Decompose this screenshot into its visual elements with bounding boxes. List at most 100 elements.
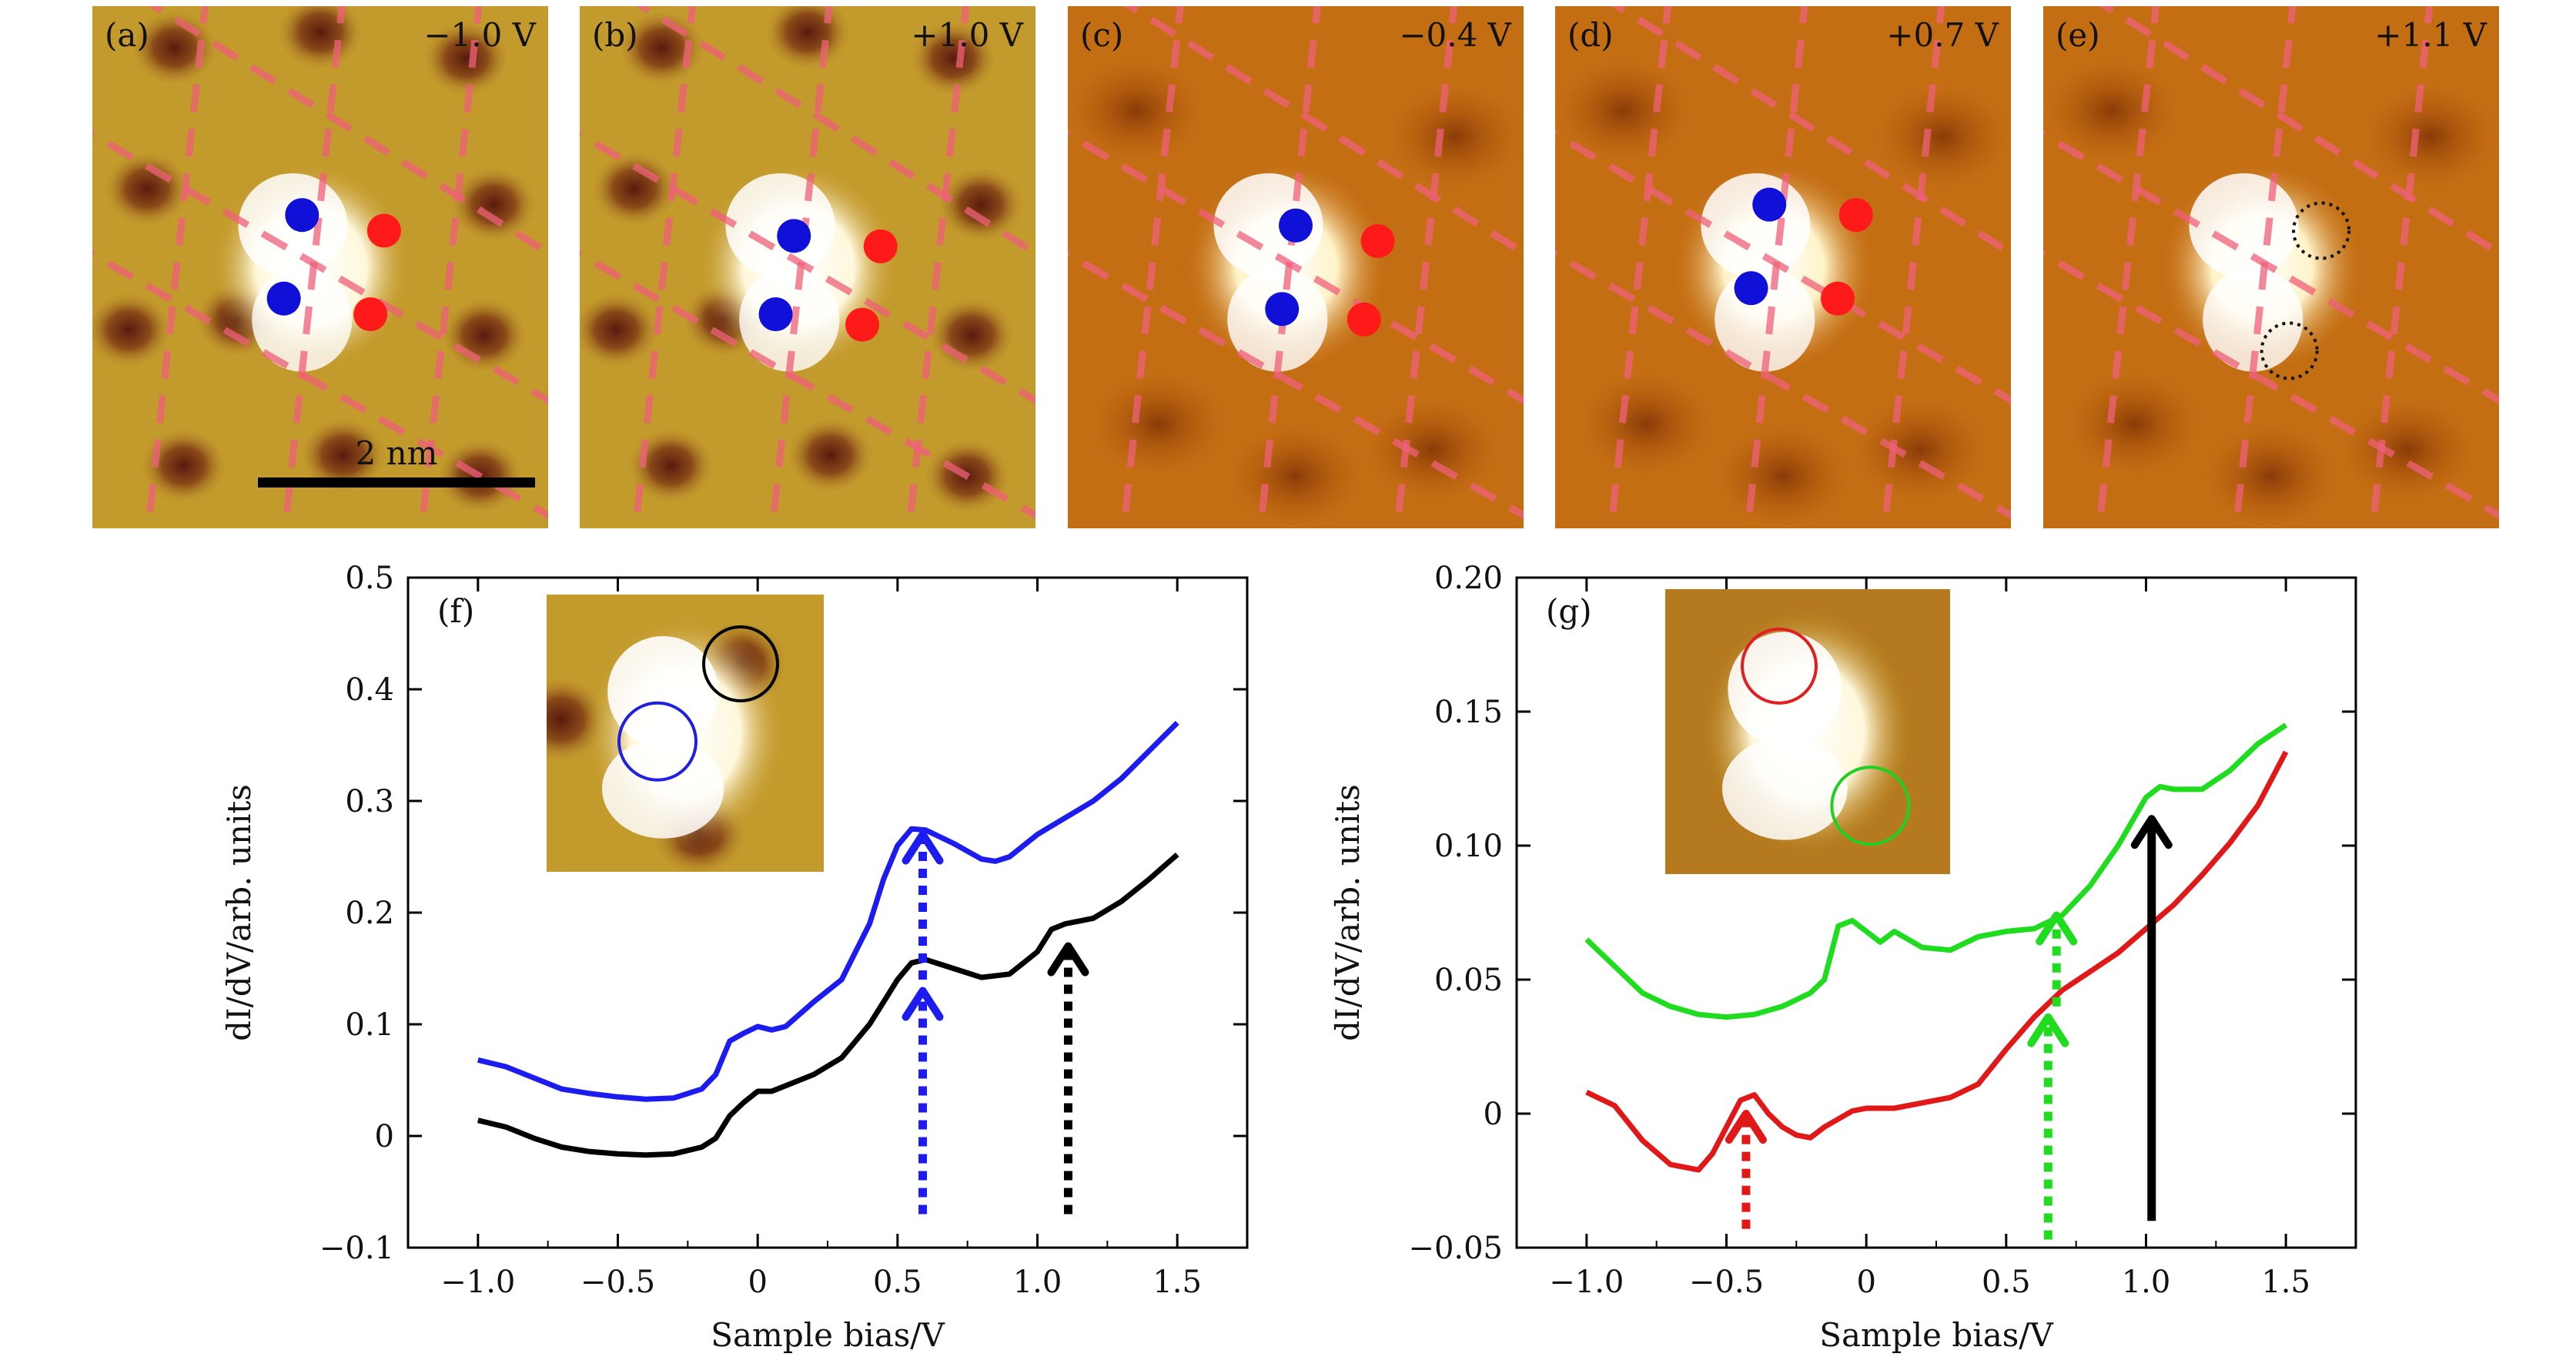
x-axis-label: Sample bias/V [711,1316,945,1354]
red-site-marker [1360,224,1395,259]
stm-texture [1555,56,1693,165]
red-site-marker [1838,198,1873,233]
bias-label: +0.7 V [1886,16,1999,54]
y-axis-label: dI/dV/arb. units [220,784,258,1041]
panel-label: (e) [2056,16,2100,54]
adsorbate-core [2203,267,2303,372]
lattice-line [2043,250,2499,520]
lattice-line [1068,130,1524,404]
y-tick-label: 0.1 [345,1007,394,1043]
red-site-marker [366,213,401,248]
x-tick-label: −1.0 [1549,1265,1624,1300]
inset-blob-core [1722,737,1848,840]
adsorbate-core [2189,173,2299,278]
annotation-arrow-head [2027,1013,2069,1047]
inset-circle-red [1741,627,1818,705]
lattice-line [1119,6,1185,528]
blue-site-marker [758,297,793,332]
x-tick-label: 0.5 [1982,1265,2031,1300]
y-tick-label: −0.1 [319,1231,394,1266]
bias-label: −1.0 V [423,16,536,54]
annotation-arrow-head [1725,1110,1767,1144]
x-axis-label: Sample bias/V [1819,1316,2053,1354]
x-tick-label: 0 [1856,1265,1875,1300]
stm-texture [2361,82,2499,191]
stm-panel-4: (d) +0.7 V [1555,6,2011,528]
scale-bar-label: 2 nm [356,434,438,472]
lattice-line [1611,6,2011,257]
lattice-line [1555,250,2011,520]
y-axis-label: dI/dV/arb. units [1329,784,1367,1041]
red-site-marker [1347,302,1381,337]
stm-texture [1386,82,1524,191]
chart-g: −1.0 −0.5 0 0.5 1.0 1.5 −0.05 0 0.05 0.10 0.15 0.20… [1329,561,2357,1354]
adsorbate-core [1701,173,1811,278]
stm-texture [2202,422,2340,528]
stm-pit [592,152,677,226]
inset-blob-core [607,636,719,747]
x-tick-label: 1.5 [1153,1265,1202,1300]
series-line-2 [477,852,1179,1158]
x-tick-label: 1.0 [2122,1265,2171,1300]
lattice-line [2099,6,2499,257]
stm-pit [105,152,190,226]
x-tick-label: −0.5 [1689,1265,1764,1300]
stm-panel-3: (c) −0.4 V [1068,6,1524,528]
stm-texture [1363,396,1502,504]
red-site-marker [863,229,898,263]
inset-stm-image [547,595,824,872]
stm-pit [911,21,996,95]
inset-circle-blue [617,701,698,782]
stm-pit [938,167,1023,242]
dotted-site-marker [2260,321,2319,380]
x-tick-label: 1.0 [1013,1265,1062,1300]
stm-texture [1089,370,1229,478]
y-tick-label: 0 [375,1119,394,1154]
lattice-line [2043,130,2499,404]
red-site-marker [353,297,388,332]
stm-panel-1: (a) −1.0 V 2 nm [92,6,548,528]
blue-site-marker [1734,271,1768,306]
blue-site-marker [777,219,811,253]
stm-pit [141,428,226,503]
panel-label: (b) [592,16,638,54]
lattice-line [2095,6,2160,528]
lattice-line [580,130,1035,404]
stm-pit [442,298,527,373]
y-tick-label: 0.4 [345,672,394,708]
y-tick-label: −0.05 [1408,1231,1503,1266]
lattice-line [1555,130,2011,404]
blue-site-marker [266,281,301,316]
chart-panel-label: (g) [1546,592,1592,630]
lattice-line [144,6,209,528]
blue-site-marker [1265,292,1300,327]
inset-circle-green [1830,766,1911,846]
x-tick-label: −0.5 [580,1265,655,1300]
red-site-marker [845,307,880,342]
annotation-arrow-head [902,987,944,1021]
y-tick-label: 0.15 [1434,695,1503,730]
lattice-line [92,250,548,520]
annotation-arrow-head [902,830,944,865]
inset-circle-black [702,625,779,702]
red-site-marker [1821,281,1855,316]
scale-bar [258,477,535,488]
bias-label: +1.1 V [2374,16,2487,54]
lattice-line [635,6,1035,257]
stm-texture [1873,82,2011,191]
lattice-line [631,6,697,528]
stm-pit [300,418,386,493]
lattice-line [1123,6,1524,257]
series-line-1 [477,721,1179,1102]
lattice-line [1068,250,1524,520]
y-tick-label: 0.3 [345,784,394,819]
adsorbate-core [725,173,835,278]
series-line-2 [1585,750,2289,1173]
stm-pit [450,167,536,242]
x-tick-label: 1.5 [2261,1265,2310,1300]
dotted-site-marker [2292,201,2351,260]
bias-label: −0.4 V [1399,16,1511,54]
chart-panel-label: (f) [437,592,474,630]
stm-pit [628,428,714,503]
